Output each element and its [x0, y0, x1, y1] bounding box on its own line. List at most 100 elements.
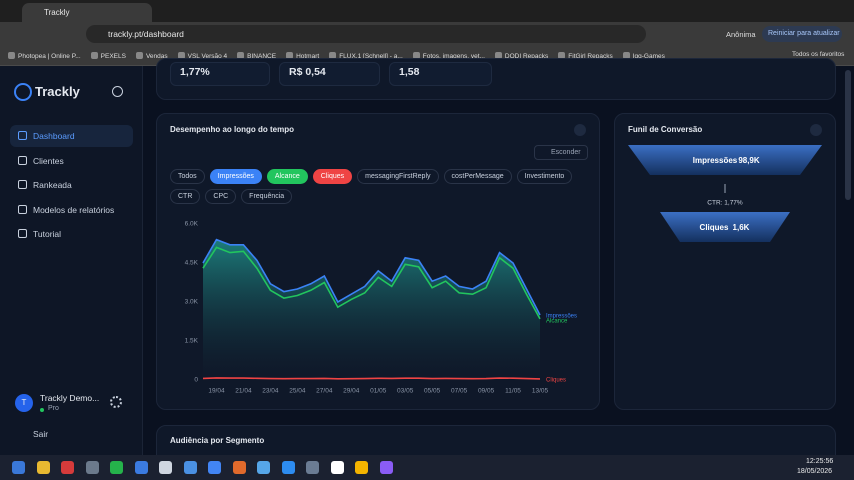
- scrollbar[interactable]: [845, 70, 851, 200]
- taskbar-icon[interactable]: [61, 461, 74, 474]
- taskbar-icon[interactable]: [208, 461, 221, 474]
- x-tick-label: 25/04: [289, 388, 306, 395]
- taskbar-icon[interactable]: [12, 461, 25, 474]
- all-bookmarks[interactable]: Todos os favoritos: [792, 51, 845, 58]
- series-label: Impressões: [546, 314, 577, 320]
- x-tick-label: 07/05: [451, 388, 468, 395]
- taskbar: [0, 455, 854, 480]
- taskbar-icon[interactable]: [379, 461, 393, 474]
- taskbar-icon[interactable]: [36, 461, 50, 474]
- filter-chip[interactable]: costPerMessage: [443, 169, 512, 184]
- y-tick-label: 3.0K: [185, 299, 199, 306]
- x-tick-label: 23/04: [262, 388, 279, 395]
- nav-item[interactable]: Modelos de relatórios: [10, 199, 133, 221]
- panel-menu[interactable]: [574, 124, 586, 136]
- x-tick-label: 21/04: [235, 388, 252, 395]
- filter-chip[interactable]: Investimento: [516, 169, 573, 184]
- filter-chip[interactable]: CTR: [170, 189, 201, 204]
- nav-item[interactable]: Rankeada: [10, 174, 133, 196]
- avatar: T: [15, 394, 33, 412]
- x-tick-label: 03/05: [397, 388, 414, 395]
- clock: 12:25:56: [806, 458, 834, 465]
- bookmark[interactable]: DODI Repacks: [495, 52, 548, 60]
- stat-card: 1,77%: [170, 62, 270, 86]
- funnel-label: Cliques: [700, 223, 729, 232]
- stat-card: 1,58: [389, 62, 492, 86]
- tab[interactable]: Trackly: [22, 3, 152, 22]
- area: [203, 239, 540, 380]
- nav-item[interactable]: Tutorial: [10, 223, 133, 245]
- x-tick-label: 13/05: [532, 388, 549, 395]
- funnel-label: Impressões: [693, 156, 738, 165]
- nav-icon: [18, 229, 27, 238]
- bookmark[interactable]: Photopea | Online P...: [8, 52, 81, 60]
- x-tick-label: 01/05: [370, 388, 387, 395]
- update-button[interactable]: Reiniciar para atualizar: [762, 26, 842, 42]
- url-bar[interactable]: trackly.pt/dashboard: [86, 25, 646, 43]
- settings[interactable]: [110, 396, 122, 408]
- nav-icon: [18, 205, 27, 214]
- panel-title: Desempenho ao longo do tempo: [170, 125, 295, 134]
- funnel-value: 1,6K: [733, 223, 750, 232]
- funnel-rate: CTR: 1,77%: [707, 200, 743, 207]
- nav-item[interactable]: Dashboard: [10, 125, 133, 147]
- x-tick-label: 19/04: [208, 388, 225, 395]
- bookmark[interactable]: FitGirl Repacks: [558, 52, 612, 60]
- y-tick-label: 1.5K: [185, 338, 199, 345]
- taskbar-icon[interactable]: [257, 461, 270, 474]
- nav-item[interactable]: Clientes: [10, 150, 133, 172]
- funnel-menu[interactable]: [810, 124, 822, 136]
- nav-icon: [18, 131, 27, 140]
- bookmark[interactable]: Vendas: [136, 52, 168, 60]
- y-tick-label: 0: [194, 377, 198, 384]
- x-tick-label: 05/05: [424, 388, 441, 395]
- funnel-step: [628, 145, 822, 175]
- filter-chip[interactable]: CPC: [205, 189, 237, 204]
- filter-chip[interactable]: Alcance: [266, 169, 308, 184]
- taskbar-icon[interactable]: [330, 461, 344, 474]
- segment-title: Audiência por Segmento: [170, 436, 265, 445]
- tab-bar: [0, 0, 854, 22]
- filter-chip[interactable]: Impressões: [209, 169, 262, 184]
- filter-chip[interactable]: Frequência: [241, 189, 293, 204]
- filter-chip[interactable]: messagingFirstReply: [357, 169, 439, 184]
- taskbar-icon[interactable]: [134, 461, 148, 474]
- theme-toggle[interactable]: [112, 86, 123, 97]
- taskbar-icon[interactable]: [355, 461, 368, 474]
- bookmark[interactable]: PEXELS: [91, 52, 126, 60]
- y-tick-label: 6.0K: [185, 221, 199, 228]
- taskbar-icon[interactable]: [85, 461, 99, 474]
- filter-chip[interactable]: Todos: [170, 169, 205, 184]
- x-tick-label: 09/05: [478, 388, 495, 395]
- bookmark[interactable]: Fotos, imagens, vet...: [413, 52, 485, 60]
- logo: [14, 83, 32, 101]
- series-line: [202, 246, 541, 320]
- hide-button[interactable]: Esconder: [534, 145, 588, 160]
- filter-chip[interactable]: Cliques: [312, 169, 353, 184]
- user-plan: Pro: [48, 405, 59, 412]
- taskbar-icon[interactable]: [281, 461, 295, 474]
- user-name: Trackly Demo...: [40, 393, 100, 403]
- profile[interactable]: Anônima: [726, 30, 756, 39]
- x-tick-label: 27/04: [316, 388, 333, 395]
- taskbar-icon[interactable]: [306, 461, 319, 474]
- bookmark[interactable]: FLUX.1 [Schnell] - a...: [329, 52, 403, 60]
- taskbar-icon[interactable]: [183, 461, 197, 474]
- series-line: [202, 377, 541, 380]
- bookmark[interactable]: BINANCE: [237, 52, 276, 60]
- bookmark[interactable]: Hotmart: [286, 52, 319, 60]
- chip-row: Todos Impressões Alcance Cliques messagingFi…: [170, 169, 580, 204]
- taskbar-icon[interactable]: [232, 461, 246, 474]
- nav-icon: [18, 156, 27, 165]
- bookmark[interactable]: Igg-Games: [623, 52, 665, 60]
- logout[interactable]: Sair: [33, 429, 49, 439]
- taskbar-icon[interactable]: [110, 461, 123, 474]
- bookmark[interactable]: VSL Versão 4: [178, 52, 228, 60]
- taskbar-icon[interactable]: [159, 461, 172, 474]
- stat-card: R$ 0,54: [279, 62, 380, 86]
- series-label: Alcance: [546, 319, 568, 325]
- date: 18/05/2026: [797, 468, 833, 475]
- funnel-step: [660, 212, 790, 242]
- funnel-title: Funil de Conversão: [628, 125, 703, 134]
